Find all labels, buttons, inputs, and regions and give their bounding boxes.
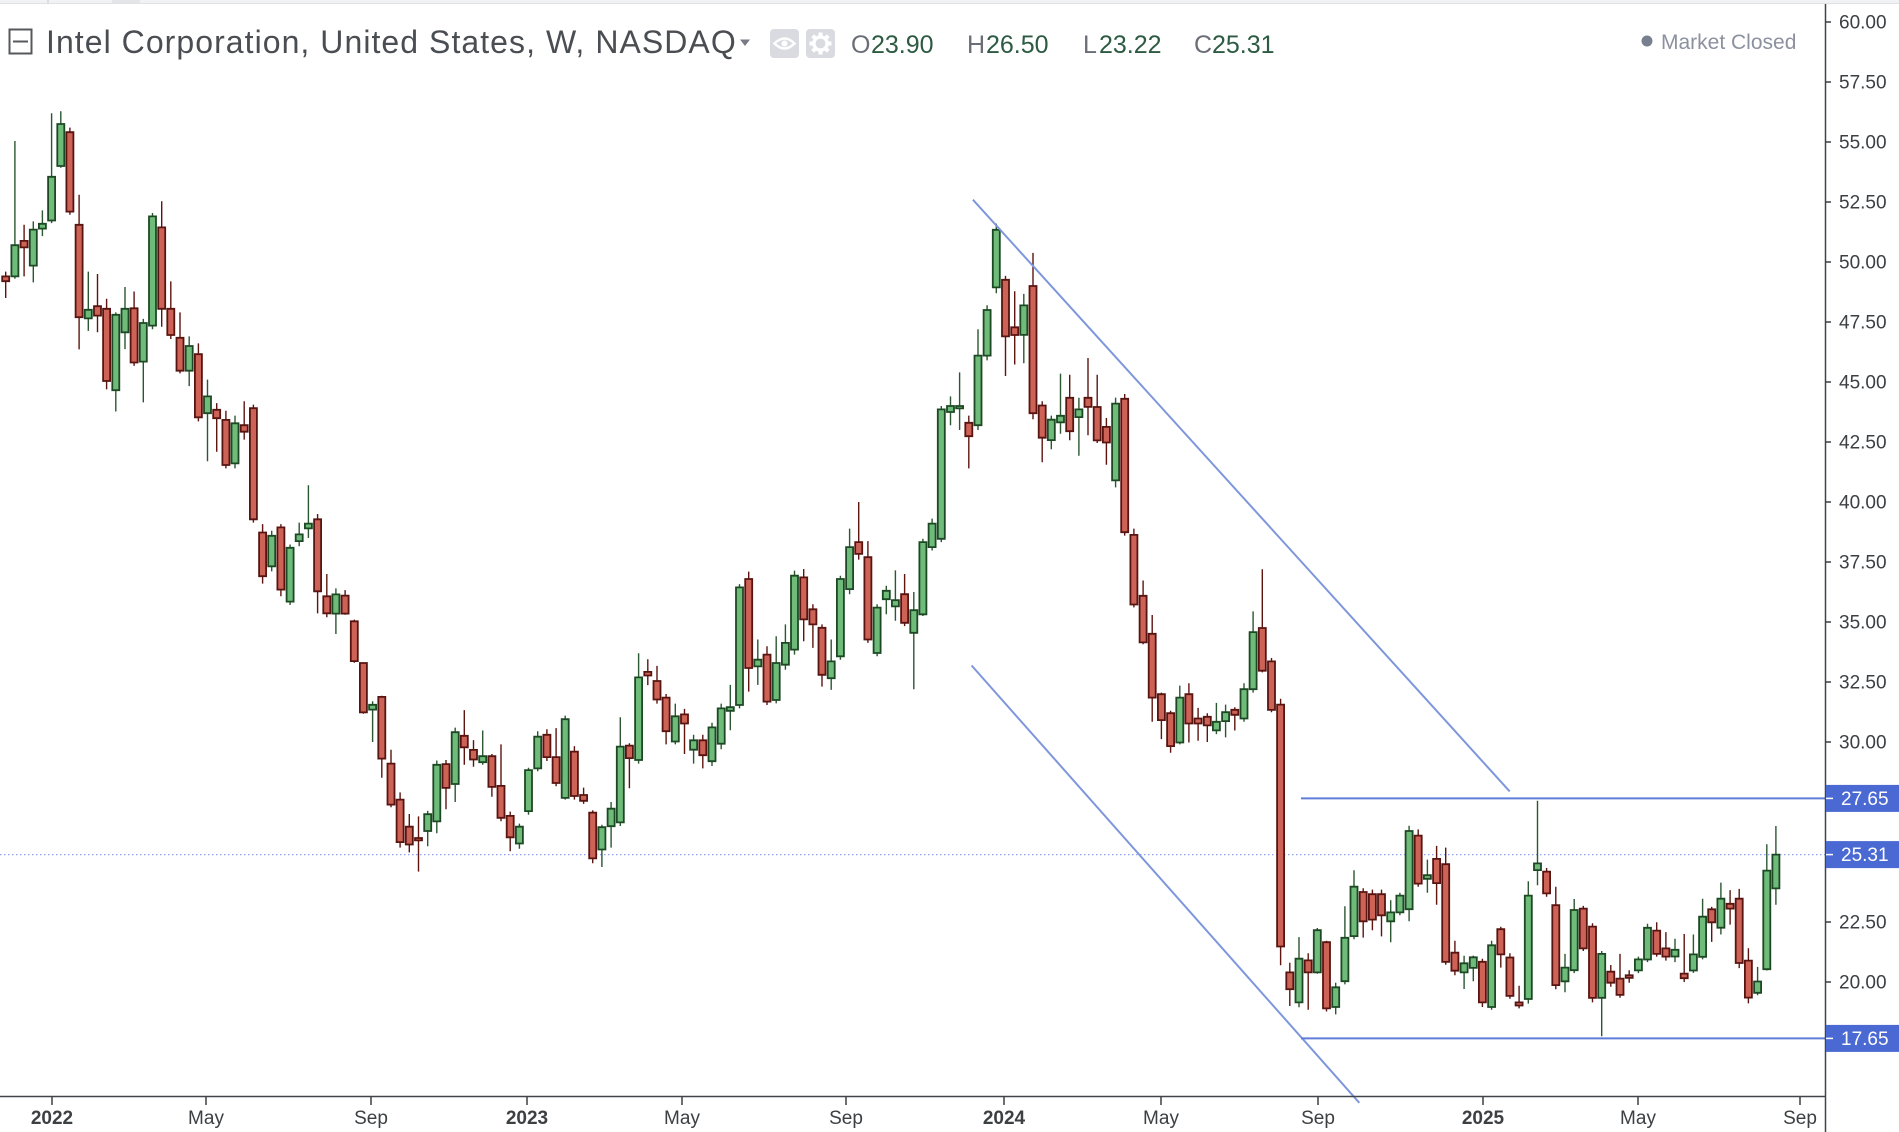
svg-text:52.50: 52.50 <box>1839 193 1887 214</box>
svg-text:Sep: Sep <box>1301 1108 1335 1129</box>
svg-text:57.50: 57.50 <box>1839 73 1887 94</box>
svg-text:26.50: 26.50 <box>986 31 1049 59</box>
svg-text:47.50: 47.50 <box>1839 313 1887 334</box>
svg-text:25.31: 25.31 <box>1212 31 1275 59</box>
svg-text:May: May <box>664 1108 700 1129</box>
svg-text:L: L <box>1083 31 1097 59</box>
svg-text:17.65: 17.65 <box>1841 1029 1889 1050</box>
svg-text:45.00: 45.00 <box>1839 373 1887 394</box>
svg-text:2024: 2024 <box>983 1108 1026 1129</box>
svg-text:Sep: Sep <box>829 1108 863 1129</box>
svg-text:37.50: 37.50 <box>1839 553 1887 574</box>
svg-text:C: C <box>1194 31 1212 59</box>
svg-text:32.50: 32.50 <box>1839 673 1887 694</box>
svg-text:O: O <box>851 31 870 59</box>
svg-text:20.00: 20.00 <box>1839 973 1887 994</box>
svg-text:May: May <box>1143 1108 1179 1129</box>
svg-text:Sep: Sep <box>354 1108 388 1129</box>
svg-text:H: H <box>967 31 985 59</box>
svg-text:40.00: 40.00 <box>1839 493 1887 514</box>
svg-text:2022: 2022 <box>31 1108 73 1129</box>
svg-text:May: May <box>1620 1108 1656 1129</box>
svg-text:22.50: 22.50 <box>1839 913 1887 934</box>
svg-text:Intel Corporation, United Stat: Intel Corporation, United States, W, NAS… <box>46 24 737 60</box>
svg-text:60.00: 60.00 <box>1839 13 1887 34</box>
svg-text:May: May <box>188 1108 224 1129</box>
svg-text:Market Closed: Market Closed <box>1661 31 1796 54</box>
svg-text:2023: 2023 <box>506 1108 548 1129</box>
svg-text:Sep: Sep <box>1783 1108 1817 1129</box>
svg-text:27.65: 27.65 <box>1841 789 1889 810</box>
svg-text:23.22: 23.22 <box>1099 31 1162 59</box>
svg-text:23.90: 23.90 <box>871 31 934 59</box>
svg-text:25.31: 25.31 <box>1841 845 1889 866</box>
svg-text:50.00: 50.00 <box>1839 253 1887 274</box>
svg-text:55.00: 55.00 <box>1839 133 1887 154</box>
svg-text:30.00: 30.00 <box>1839 733 1887 754</box>
svg-text:2025: 2025 <box>1462 1108 1505 1129</box>
svg-text:35.00: 35.00 <box>1839 613 1887 634</box>
svg-text:42.50: 42.50 <box>1839 433 1887 454</box>
